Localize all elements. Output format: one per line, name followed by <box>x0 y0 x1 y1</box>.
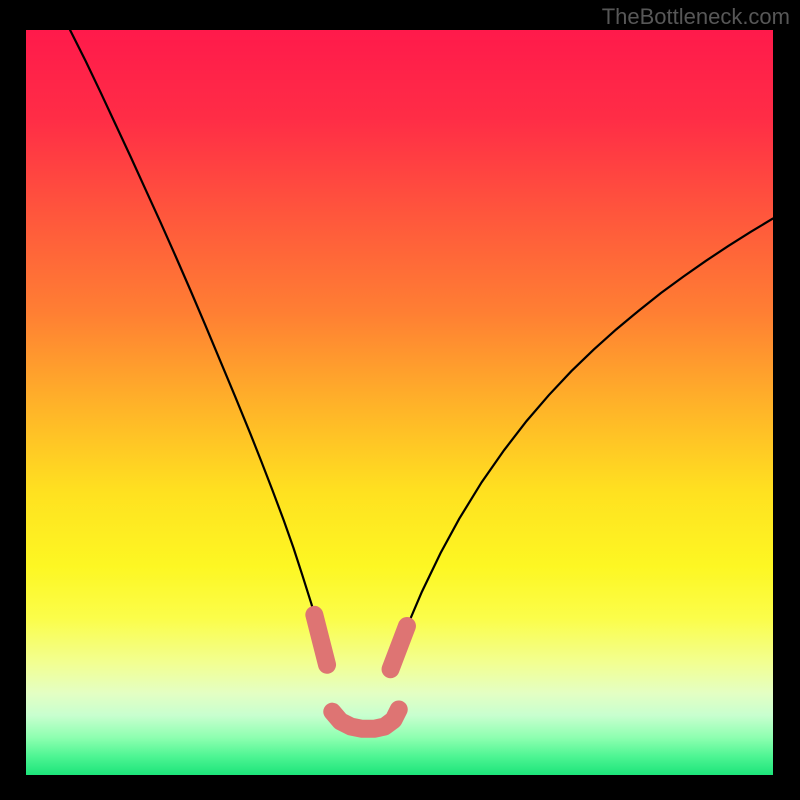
marker-segment-0 <box>314 615 327 665</box>
chart-svg <box>0 0 800 800</box>
watermark-text: TheBottleneck.com <box>602 4 790 30</box>
chart-container: TheBottleneck.com <box>0 0 800 800</box>
